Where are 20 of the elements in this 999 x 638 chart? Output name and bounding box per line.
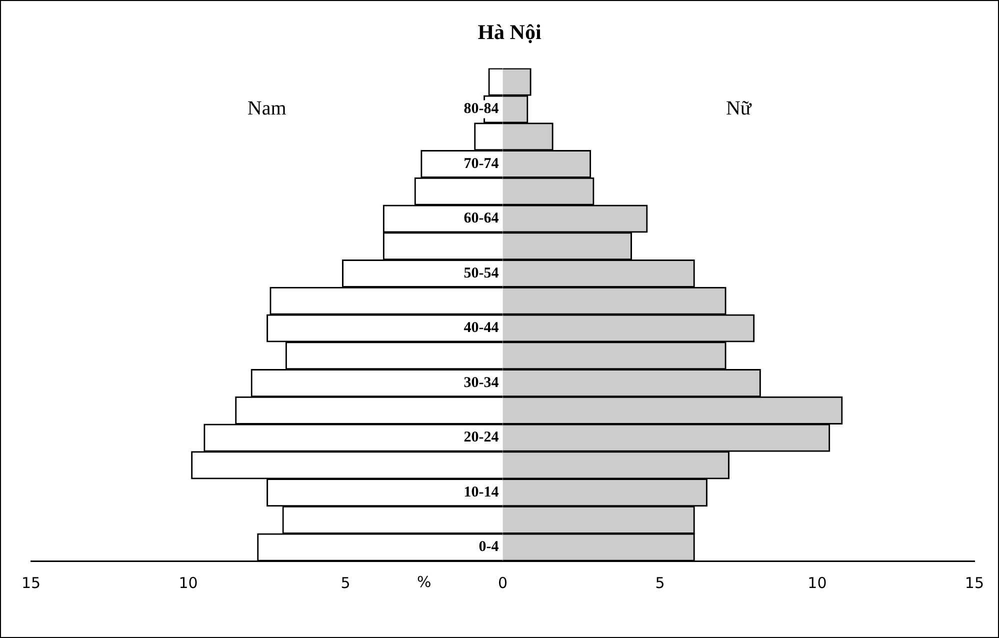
x-tick-label: 10: [808, 574, 827, 592]
x-tick-label: 15: [21, 574, 41, 592]
y-tick-label: 20-24: [464, 430, 500, 446]
y-tick-label: 50-54: [464, 265, 500, 282]
x-tick-label: 15: [964, 574, 984, 592]
x-tick-label: 0: [498, 574, 508, 592]
text: Nam: [247, 98, 287, 120]
x-tick-label: 5: [340, 574, 350, 592]
y-tick-label: 0-4: [478, 539, 500, 556]
y-tick-label: 80-84: [464, 101, 500, 118]
y-tick-label: 70-74: [464, 156, 500, 172]
y-tick-label: 30-34: [464, 374, 500, 391]
chart-title: Hà Nội: [478, 20, 542, 44]
y-tick-label: 40-44: [464, 320, 500, 336]
x-tick-label: 10: [178, 574, 198, 592]
x-tick-label: 5: [655, 574, 665, 592]
x-axis-title: %: [416, 572, 432, 591]
y-tick-label: 60-64: [464, 210, 500, 227]
text: Nữ: [726, 98, 752, 120]
y-tick-label: 10-14: [464, 484, 500, 500]
